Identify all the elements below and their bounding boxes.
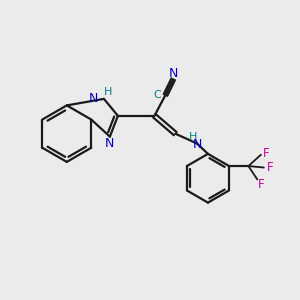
Text: H: H [189, 132, 198, 142]
Text: H: H [104, 87, 112, 97]
Text: N: N [105, 137, 115, 150]
Text: C: C [153, 90, 161, 100]
Text: N: N [89, 92, 99, 105]
Text: N: N [169, 68, 178, 80]
Text: F: F [263, 147, 269, 160]
Text: N: N [192, 138, 202, 151]
Text: F: F [258, 178, 264, 191]
Text: F: F [266, 161, 273, 174]
